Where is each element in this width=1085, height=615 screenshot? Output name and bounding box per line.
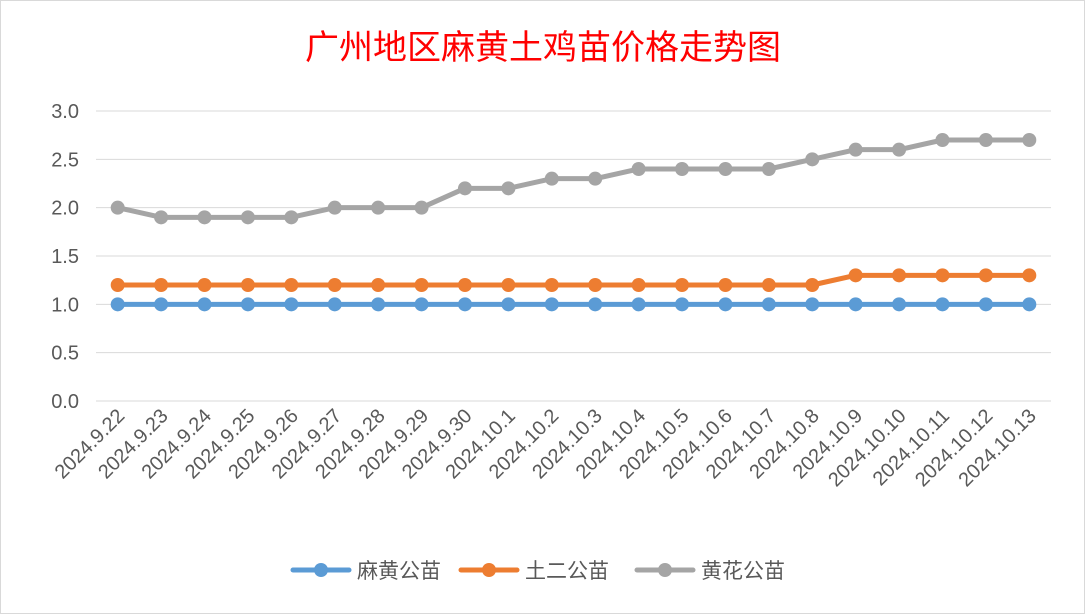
- data-point: [327, 200, 342, 215]
- data-point: [805, 278, 820, 292]
- data-point: [588, 297, 603, 312]
- data-point: [414, 297, 429, 312]
- series-3: [110, 133, 1037, 225]
- data-point: [1022, 297, 1037, 312]
- legend-swatch-marker: [658, 563, 672, 577]
- data-point: [154, 210, 169, 225]
- data-point: [631, 278, 646, 292]
- data-point: [935, 268, 950, 283]
- series-layer: [110, 133, 1037, 312]
- legend-label: 麻黄公苗: [357, 559, 441, 583]
- data-point: [978, 133, 993, 147]
- data-point: [892, 268, 907, 283]
- y-tick-label: 1.5: [51, 246, 79, 268]
- y-tick-label: 0.5: [51, 343, 79, 365]
- data-point: [848, 142, 863, 157]
- data-point: [892, 297, 907, 312]
- data-point: [501, 278, 516, 292]
- data-point: [240, 297, 255, 312]
- y-tick-label: 0.0: [51, 391, 79, 413]
- data-point: [197, 278, 212, 292]
- series-1: [110, 297, 1037, 312]
- data-point: [718, 278, 733, 292]
- data-point: [718, 162, 733, 176]
- series-line: [115, 272, 1032, 288]
- data-point: [284, 210, 299, 225]
- data-point: [154, 297, 169, 312]
- data-point: [110, 297, 125, 312]
- series-line: [115, 137, 1032, 220]
- data-point: [110, 278, 125, 292]
- data-point: [284, 278, 299, 292]
- y-tick-label: 2.5: [51, 149, 79, 171]
- data-point: [240, 278, 255, 292]
- gridlines: [96, 110, 1051, 402]
- data-point: [327, 278, 342, 292]
- data-point: [371, 278, 386, 292]
- data-point: [197, 297, 212, 312]
- data-point: [761, 162, 776, 176]
- data-point: [544, 297, 559, 312]
- data-point: [371, 297, 386, 312]
- y-tick-label: 1.0: [51, 294, 79, 316]
- data-point: [805, 297, 820, 312]
- data-point: [414, 278, 429, 292]
- legend-item: 土二公苗: [458, 559, 609, 583]
- data-point: [371, 200, 386, 215]
- data-point: [1022, 268, 1037, 283]
- series-2: [110, 268, 1037, 292]
- data-point: [457, 181, 472, 196]
- y-axis: 0.0 0.5 1.0 1.5 2.0 2.5 3.0: [51, 101, 79, 413]
- legend-label: 黄花公苗: [701, 559, 785, 583]
- x-axis: 2024.9.222024.9.232024.9.242024.9.252024…: [51, 405, 1041, 491]
- data-point: [718, 297, 733, 312]
- legend-swatch-marker: [482, 563, 496, 577]
- data-point: [631, 297, 646, 312]
- data-point: [110, 200, 125, 215]
- legend-item: 黄花公苗: [634, 559, 785, 583]
- data-point: [240, 210, 255, 225]
- data-point: [675, 278, 690, 292]
- data-point: [197, 210, 212, 225]
- data-point: [284, 297, 299, 312]
- data-point: [848, 297, 863, 312]
- data-point: [675, 162, 690, 176]
- data-point: [761, 297, 776, 312]
- data-point: [414, 200, 429, 215]
- data-point: [892, 142, 907, 157]
- data-point: [588, 171, 603, 186]
- legend: 麻黄公苗 土二公苗 黄花公苗: [290, 559, 785, 583]
- data-point: [501, 297, 516, 312]
- data-point: [501, 181, 516, 196]
- data-point: [544, 278, 559, 292]
- y-tick-label: 2.0: [51, 198, 79, 220]
- y-tick-label: 3.0: [51, 101, 79, 123]
- data-point: [1022, 133, 1037, 147]
- data-point: [848, 268, 863, 283]
- data-point: [675, 297, 690, 312]
- legend-item: 麻黄公苗: [290, 559, 441, 583]
- data-point: [978, 268, 993, 283]
- data-point: [457, 297, 472, 312]
- data-point: [544, 171, 559, 186]
- chart-title: 广州地区麻黄土鸡苗价格走势图: [305, 28, 781, 68]
- legend-label: 土二公苗: [525, 559, 609, 583]
- data-point: [935, 133, 950, 147]
- data-point: [327, 297, 342, 312]
- data-point: [631, 162, 646, 176]
- data-point: [588, 278, 603, 292]
- data-point: [154, 278, 169, 292]
- data-point: [935, 297, 950, 312]
- data-point: [457, 278, 472, 292]
- data-point: [978, 297, 993, 312]
- data-point: [805, 152, 820, 167]
- legend-swatch-marker: [314, 563, 328, 577]
- data-point: [761, 278, 776, 292]
